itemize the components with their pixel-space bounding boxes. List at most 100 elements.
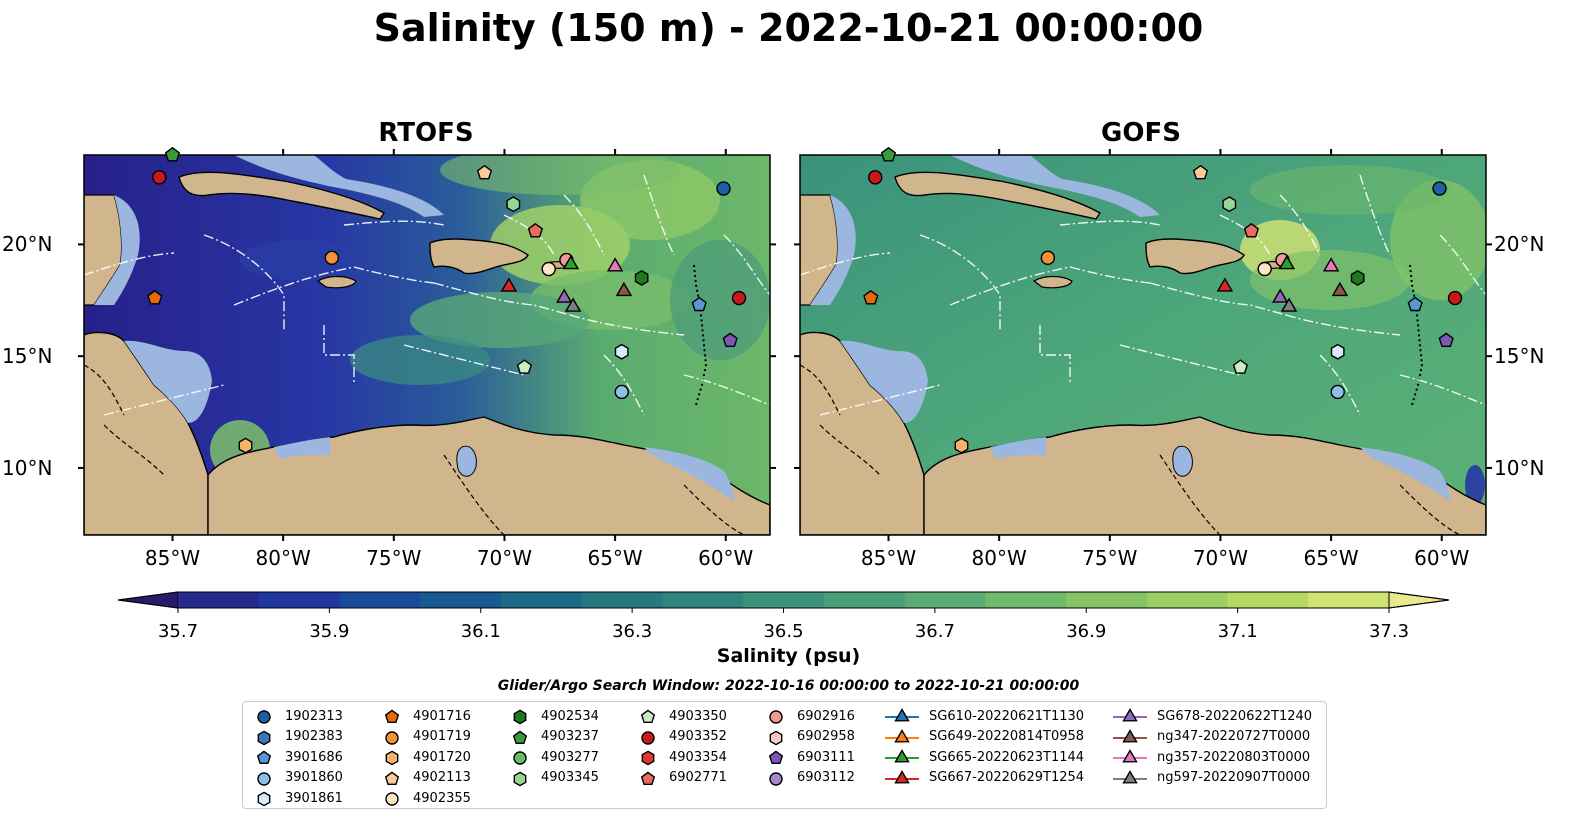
colorbar-tick-label: 37.3	[1368, 621, 1410, 642]
hexagon-marker-icon	[513, 771, 527, 787]
legend-marker	[257, 710, 271, 724]
legend-column: SG678-20220622T1240 ng347-20220727T0000 ng…	[1113, 706, 1312, 788]
legend-marker	[384, 709, 400, 724]
legend-marker	[768, 750, 784, 765]
panel-title-rtofs: RTOFS	[378, 118, 474, 148]
colorbar-segment	[500, 592, 583, 608]
pentagon-marker-icon	[384, 771, 400, 785]
marker-SG665-20220623T1144-gofs	[1278, 255, 1296, 270]
marker-4903350-gofs	[1232, 359, 1249, 374]
legend-label: 4901720	[413, 749, 471, 765]
colorbar-segment	[985, 592, 1067, 608]
legend-label: 4901716	[413, 708, 471, 724]
marker-6903111-rtofs	[722, 332, 738, 347]
marker-ng597-20220907T0000-gofs	[1280, 297, 1298, 312]
legend-label: 4903354	[669, 749, 727, 765]
legend-item: 6902916	[765, 706, 855, 727]
legend-label: 6902771	[669, 770, 727, 786]
legend-column: 4902534 4903237 4903277 4903345	[509, 706, 599, 788]
legend-item: 3901686	[253, 747, 343, 768]
lon-label: 75°W	[1082, 546, 1138, 570]
lon-label: 80°W	[255, 546, 311, 570]
legend-item: SG665-20220623T1144	[885, 747, 1084, 768]
triangle-marker-icon	[885, 749, 919, 763]
marker-4903352-gofs	[868, 170, 883, 185]
triangle-marker-icon	[1113, 708, 1147, 722]
legend-label: SG649-20220814T0958	[929, 729, 1085, 745]
legend-item: SG610-20220621T1130	[885, 706, 1084, 727]
colorbar-tick-label: 36.7	[914, 621, 955, 642]
marker-4902355-gofs	[1257, 261, 1272, 277]
marker-4901720-rtofs	[238, 437, 253, 454]
marker-3901861-gofs	[1330, 343, 1345, 360]
legend-label: 3901686	[285, 749, 343, 765]
colorbar-tick-label: 36.3	[612, 621, 653, 642]
legend-marker	[1122, 708, 1138, 722]
marker-4903352b-rtofs	[731, 290, 747, 306]
marker-1902313-rtofs	[716, 181, 731, 196]
marker-4903352-rtofs	[152, 170, 167, 185]
colorbar-extend-max	[1388, 591, 1450, 609]
legend-label: 1902383	[285, 729, 343, 745]
legend-item: 6903112	[765, 768, 855, 789]
lon-label: 70°W	[476, 546, 533, 570]
legend-marker	[894, 769, 910, 784]
marker-ng357-20220803T0000-gofs	[1322, 257, 1340, 272]
legend-marker	[257, 791, 271, 807]
marker-4902113-rtofs	[476, 164, 493, 180]
left-lat-label: 15°N	[2, 344, 53, 369]
legend-item: SG678-20220622T1240	[1113, 706, 1312, 727]
marker-SG667-20220629T1254-gofs	[1216, 277, 1234, 292]
map-panels	[78, 146, 1492, 541]
marker-ng347-20220727T0000-rtofs	[615, 281, 633, 297]
lon-label: 80°W	[971, 546, 1027, 570]
legend-marker	[1122, 769, 1138, 784]
legend-item: SG667-20220629T1254	[885, 768, 1084, 789]
legend-label: 4902534	[541, 708, 599, 724]
pentagon-marker-icon	[768, 750, 784, 765]
right-lat-label: 10°N	[1494, 455, 1545, 480]
legend-item: 1902383	[253, 727, 343, 748]
lon-label: 60°W	[1414, 546, 1470, 570]
marker-4902534-gofs	[1350, 269, 1365, 286]
pentagon-marker-icon	[640, 771, 656, 785]
search-window-text: Glider/Argo Search Window: 2022-10-16 00…	[497, 678, 1080, 694]
marker-6903111-gofs	[1438, 332, 1454, 347]
colorbar	[117, 591, 1450, 613]
circle-marker-icon	[769, 772, 783, 786]
legend-marker	[640, 709, 656, 724]
marker-3901860-rtofs	[614, 384, 629, 400]
colorbar-tick-label: 36.9	[1066, 621, 1107, 642]
legend-item: 4902534	[509, 706, 599, 727]
pentagon-marker-icon	[640, 709, 656, 724]
legend-item: 6902771	[637, 768, 727, 789]
legend-item: SG649-20220814T0958	[885, 727, 1084, 748]
legend-marker	[894, 749, 910, 763]
hexagon-marker-icon	[641, 750, 655, 766]
legend-label: 4902355	[413, 790, 471, 806]
legend-marker	[256, 750, 272, 765]
marker-4902534-rtofs	[634, 269, 649, 286]
colorbar-segment	[662, 592, 744, 608]
legend-column: SG610-20220621T1130 SG649-20220814T0958 SG…	[885, 706, 1084, 788]
legend-label: 4903350	[669, 708, 727, 724]
lon-label: 70°W	[1192, 546, 1249, 570]
lon-label: 85°W	[860, 546, 917, 570]
circle-marker-icon	[513, 751, 527, 765]
hexagon-marker-icon	[257, 791, 271, 807]
legend-marker	[513, 709, 527, 725]
colorbar-segment	[743, 592, 825, 608]
legend-label: ng597-20220907T0000	[1157, 770, 1311, 786]
legend-label: SG678-20220622T1240	[1157, 708, 1313, 724]
legend-item: 4903277	[509, 747, 599, 768]
colorbar-segment	[339, 592, 421, 608]
marker-4901716-gofs	[863, 290, 879, 305]
marker-ng597-20220907T0000-rtofs	[564, 297, 582, 312]
lon-label: 75°W	[366, 546, 422, 570]
circle-marker-icon	[769, 710, 783, 724]
triangle-marker-icon	[885, 708, 919, 722]
marker-4901719-rtofs	[324, 250, 340, 266]
legend-marker	[385, 731, 399, 745]
circle-marker-icon	[641, 731, 655, 745]
marker-3901686-gofs	[1407, 296, 1423, 312]
